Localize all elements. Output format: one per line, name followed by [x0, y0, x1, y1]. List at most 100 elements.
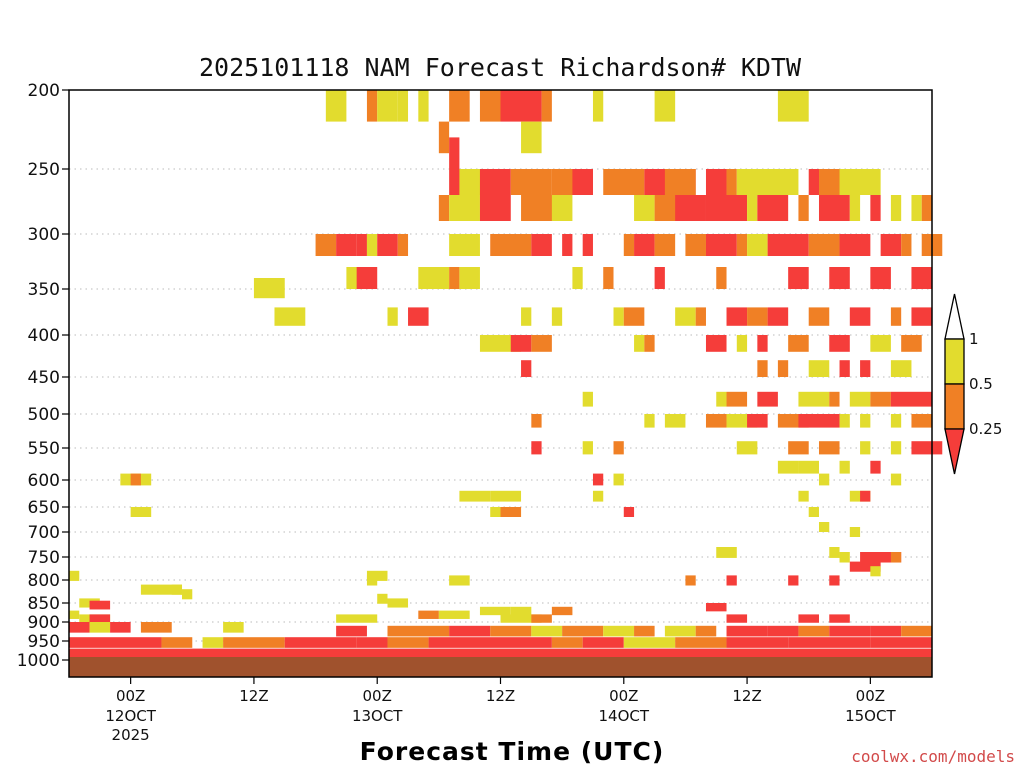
data-cell: [798, 195, 809, 221]
data-cell: [397, 234, 409, 256]
data-cell: [418, 267, 450, 289]
data-cell: [551, 307, 563, 326]
ground-fill: [69, 657, 932, 677]
y-tick-label: 850: [28, 594, 60, 614]
data-cell: [500, 637, 552, 648]
y-tick-label: 900: [28, 613, 60, 633]
data-cell: [634, 625, 655, 637]
data-cell: [89, 614, 111, 623]
legend-label: 0.5: [969, 375, 993, 393]
data-cell: [849, 527, 861, 537]
y-axis-ticks: 200 250 300 350 400 450 500 550 600 650 700 750 800 8…: [17, 81, 69, 671]
legend-swatch-red: [944, 428, 965, 475]
data-cell: [890, 360, 912, 377]
data-cell: [449, 234, 480, 256]
data-cell: [644, 414, 655, 428]
y-tick-label: 400: [28, 326, 60, 346]
data-cell: [140, 584, 183, 595]
data-cell: [798, 460, 819, 474]
data-cell: [613, 441, 624, 455]
data-cell: [500, 507, 522, 517]
data-cell: [582, 234, 593, 256]
data-cell: [860, 360, 871, 377]
data-cell: [336, 614, 378, 623]
credit-text[interactable]: coolwx.com/models: [851, 747, 1015, 766]
data-cell: [572, 169, 593, 195]
data-cell: [726, 614, 748, 623]
data-cell: [870, 625, 902, 637]
data-cell: [849, 391, 871, 407]
data-cell: [726, 391, 748, 407]
data-cell: [839, 460, 850, 474]
data-cell: [490, 625, 532, 637]
data-cell: [705, 195, 748, 221]
data-cell: [336, 234, 357, 256]
data-cell: [777, 460, 799, 474]
data-cell: [788, 637, 871, 648]
y-tick-label: 1000: [17, 651, 60, 671]
data-cell: [449, 169, 511, 195]
data-cell: [582, 637, 624, 648]
data-cell: [870, 566, 881, 577]
data-cell: [695, 307, 706, 326]
data-cell: [541, 90, 552, 122]
data-cell: [829, 391, 840, 407]
data-cell: [726, 637, 789, 648]
data-cell: [89, 600, 111, 610]
data-cell: [870, 195, 881, 221]
data-cell: [685, 234, 706, 256]
data-cell: [161, 637, 193, 648]
data-cell: [726, 575, 737, 586]
y-tick-label: 300: [28, 225, 60, 245]
data-cell: [449, 575, 470, 586]
data-cell: [716, 267, 727, 289]
data-cell: [675, 195, 706, 221]
data-cell: [860, 441, 871, 455]
data-cell: [110, 622, 131, 633]
x-tick-label: 00Z: [856, 687, 885, 705]
data-cell: [849, 561, 881, 572]
x-tick-date: 15OCT: [845, 707, 896, 725]
data-cell: [562, 625, 604, 637]
data-cell: [366, 234, 378, 256]
data-cell: [890, 307, 902, 326]
data-cell: [438, 610, 470, 619]
legend-swatch-orange: [944, 383, 965, 430]
x-tick-date: 14OCT: [599, 707, 650, 725]
data-cell: [726, 307, 748, 326]
data-cell: [531, 414, 542, 428]
data-cell: [911, 441, 943, 455]
data-cells: [69, 90, 943, 660]
y-tick-label: 450: [28, 368, 60, 388]
data-cell: [644, 335, 655, 352]
data-cell: [397, 90, 409, 122]
data-cell: [839, 234, 871, 256]
data-cell: [582, 441, 593, 455]
data-cell: [829, 625, 871, 637]
y-tick-label: 650: [28, 498, 60, 518]
data-cell: [562, 234, 573, 256]
data-cell: [623, 307, 645, 326]
data-cell: [767, 234, 809, 256]
y-tick-label: 800: [28, 571, 60, 591]
data-cell: [356, 637, 388, 648]
data-cell: [726, 625, 768, 637]
legend-label: 0.25: [969, 420, 1002, 438]
data-cell: [675, 637, 727, 648]
data-cell: [500, 614, 542, 623]
data-cell: [716, 391, 727, 407]
data-cell: [880, 234, 902, 256]
ground-bar: [69, 657, 932, 677]
y-tick-label: 250: [28, 160, 60, 180]
data-cell: [69, 570, 80, 581]
data-cell: [798, 614, 819, 623]
x-tick-label: 00Z: [116, 687, 145, 705]
data-cell: [829, 267, 850, 289]
data-cell: [449, 625, 491, 637]
x-tick-date: 12OCT: [105, 707, 156, 725]
data-cell: [253, 278, 285, 299]
data-cell: [890, 391, 932, 407]
data-cell: [829, 575, 840, 586]
data-cell: [818, 441, 840, 455]
data-cell: [438, 121, 450, 154]
